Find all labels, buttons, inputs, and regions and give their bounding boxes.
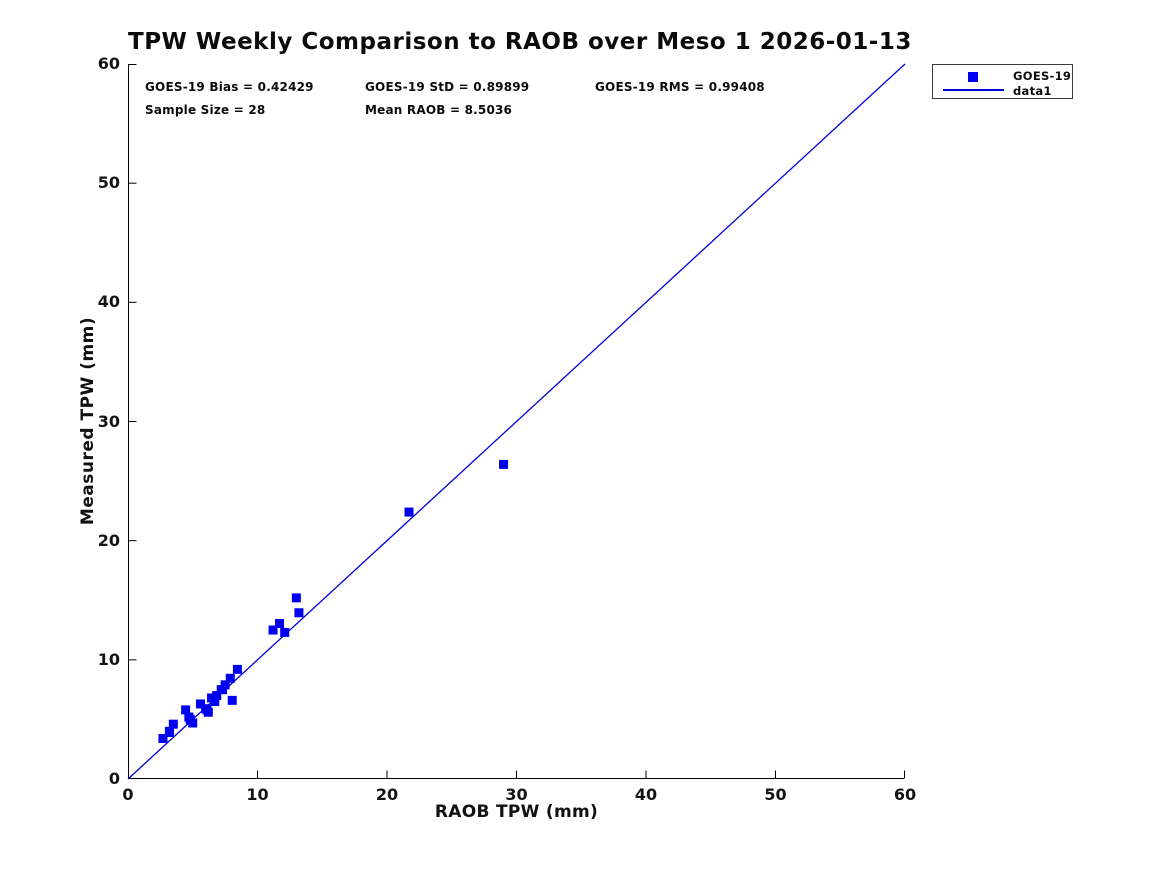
- stat-annotation: GOES-19 StD = 0.89899: [365, 80, 530, 94]
- x-tick-label: 30: [505, 785, 528, 804]
- data-point: [280, 627, 290, 637]
- y-tick-label: 60: [97, 54, 120, 73]
- data-point: [210, 697, 220, 707]
- x-tick-label: 20: [375, 785, 399, 804]
- data-point: [227, 695, 237, 705]
- stat-annotation: GOES-19 RMS = 0.99408: [595, 80, 765, 94]
- data-point: [404, 507, 414, 517]
- x-tick-label: 0: [122, 785, 134, 804]
- data-point: [225, 673, 235, 683]
- y-tick-label: 30: [97, 411, 120, 431]
- data-point: [188, 718, 198, 728]
- data-point: [203, 707, 213, 717]
- y-tick-label: 20: [97, 530, 120, 550]
- data-point: [218, 685, 228, 695]
- data-point: [275, 618, 285, 628]
- stat-annotation: Sample Size = 28: [145, 103, 266, 117]
- chart-title: TPW Weekly Comparison to RAOB over Meso …: [128, 29, 912, 55]
- y-tick-label: 10: [97, 649, 120, 669]
- data-point: [212, 691, 222, 701]
- legend-square-marker-icon: [968, 72, 978, 82]
- legend: GOES-19 data1: [932, 64, 1073, 99]
- identity-line: [127, 63, 906, 780]
- data-point: [196, 699, 206, 709]
- y-tick-label: 50: [97, 173, 120, 193]
- x-tick-label: 50: [764, 785, 787, 804]
- stat-annotation: Mean RAOB = 8.5036: [365, 103, 513, 117]
- data-point: [220, 680, 230, 690]
- data-point: [158, 733, 168, 743]
- data-point: [181, 705, 191, 715]
- stat-annotation: GOES-19 Bias = 0.42429: [145, 80, 314, 94]
- y-tick-label: 40: [97, 292, 120, 312]
- data-point: [291, 593, 301, 603]
- x-tick-label: 10: [246, 785, 269, 804]
- legend-line-glyph-icon: [943, 89, 1004, 91]
- data-point: [268, 625, 278, 635]
- x-axis-label: RAOB TPW (mm): [434, 802, 599, 822]
- legend-label-goes19: GOES-19: [1013, 69, 1072, 83]
- y-tick-label: 0: [108, 769, 120, 788]
- data-point: [168, 719, 178, 729]
- x-tick-label: 40: [634, 785, 658, 804]
- data-point: [232, 664, 242, 674]
- data-point: [294, 608, 304, 618]
- x-tick-label: 60: [893, 785, 917, 804]
- data-point: [499, 459, 509, 469]
- legend-label-data1: data1: [1013, 84, 1052, 98]
- plot-area: [127, 63, 906, 780]
- data-point: [164, 728, 174, 738]
